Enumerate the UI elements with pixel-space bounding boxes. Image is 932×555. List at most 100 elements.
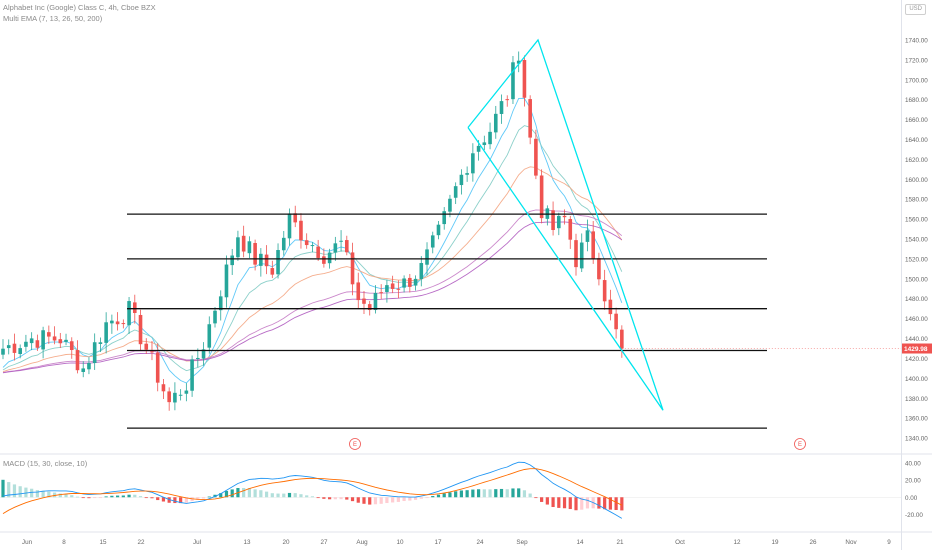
macd-line	[2, 461, 623, 519]
candle-body	[29, 338, 34, 344]
candle-body	[270, 268, 275, 275]
macd-histogram-bar	[24, 487, 28, 498]
macd-histogram-bar	[30, 488, 34, 498]
macd-histogram-bar	[41, 490, 45, 498]
macd-histogram-bar	[156, 497, 160, 501]
time-axis-label: 15	[99, 539, 107, 546]
candle-body	[339, 240, 343, 242]
candle-body	[190, 359, 194, 391]
ema-line	[2, 166, 623, 373]
macd-histogram-bar	[436, 494, 441, 498]
macd-histogram-bar	[545, 497, 549, 505]
candle-body	[476, 145, 481, 152]
macd-histogram-bar	[454, 491, 458, 498]
candle-body	[602, 280, 607, 302]
candle-body	[213, 310, 217, 324]
candle-body	[471, 153, 475, 174]
macd-histogram-bar	[608, 497, 612, 510]
ema-line	[2, 97, 623, 384]
candle-body	[161, 384, 166, 392]
macd-histogram-bar	[70, 495, 74, 498]
candle-body	[585, 230, 590, 242]
time-axis-label: 21	[616, 539, 624, 546]
price-axis-label: 1480.00	[905, 296, 928, 303]
macd-histogram-bar	[293, 493, 297, 498]
candle-body	[574, 240, 578, 268]
candle-body	[236, 237, 240, 258]
macd-histogram-bar	[52, 492, 57, 498]
macd-histogram-bar	[499, 488, 504, 498]
candle-body	[448, 198, 452, 212]
time-axis-label: 14	[576, 539, 584, 546]
macd-histogram-bar	[534, 497, 538, 499]
candle-body	[608, 299, 613, 315]
candle-body	[224, 264, 229, 298]
macd-histogram-bar	[517, 488, 521, 498]
macd-histogram-bar	[505, 489, 509, 498]
macd-histogram-bar	[58, 493, 62, 498]
price-axis-label: 1340.00	[905, 436, 928, 443]
candle-body	[539, 175, 544, 219]
candle-body	[75, 350, 80, 371]
macd-histogram-bar	[81, 497, 85, 499]
macd-histogram-bar	[259, 490, 263, 498]
candle-body	[379, 292, 383, 294]
indicator-legend: Multi EMA (7, 13, 26, 50, 200)	[3, 14, 103, 23]
candle-body	[562, 215, 567, 218]
macd-histogram-bar	[614, 497, 618, 510]
candle-body	[522, 59, 527, 98]
macd-histogram-bar	[196, 497, 200, 500]
candle-body	[442, 211, 447, 225]
macd-histogram-bar	[408, 497, 412, 501]
price-axis-label: 1400.00	[905, 376, 928, 383]
candle-body	[419, 263, 424, 280]
time-axis-label: 13	[243, 539, 251, 546]
candle-body	[396, 288, 401, 290]
macd-histogram-bar	[465, 490, 469, 498]
candle-body	[196, 357, 200, 359]
macd-histogram-bar	[494, 489, 498, 498]
candle-body	[92, 342, 97, 364]
macd-histogram-bar	[305, 495, 309, 498]
candle-body	[499, 101, 504, 114]
candle-body	[264, 254, 269, 267]
macd-histogram-bar	[580, 497, 584, 510]
price-axis-label: 1560.00	[905, 217, 928, 224]
price-axis-label: 1380.00	[905, 396, 928, 403]
time-axis-label: Jul	[193, 539, 201, 546]
candle-body	[132, 302, 137, 313]
candle-body	[304, 240, 309, 246]
time-axis-label: 26	[809, 539, 817, 546]
macd-histogram-bar	[522, 490, 527, 498]
macd-histogram-bar	[104, 496, 108, 498]
candle-body	[436, 224, 441, 236]
candle-body	[253, 243, 257, 265]
time-axis-label: 19	[771, 539, 779, 546]
macd-histogram-bar	[528, 493, 532, 498]
candle-body	[276, 250, 280, 275]
ema-line	[2, 221, 623, 374]
candle-body	[482, 142, 487, 146]
price-axis-label: 1540.00	[905, 237, 928, 244]
candle-body	[430, 235, 435, 248]
symbol-title: Alphabet Inc (Google) Class C, 4h, Cboe …	[3, 3, 156, 12]
currency-badge[interactable]: USD	[905, 4, 926, 15]
candle-body	[310, 245, 315, 247]
candle-body	[230, 255, 234, 266]
candle-body	[327, 252, 332, 264]
macd-histogram-bar	[362, 497, 366, 504]
candle-body	[551, 210, 555, 231]
time-axis-label: 27	[320, 539, 328, 546]
candle-body	[259, 253, 263, 266]
macd-histogram-bar	[207, 496, 211, 498]
candle-body	[12, 343, 17, 353]
macd-histogram-bar	[345, 497, 349, 500]
time-axis-label: 10	[396, 539, 404, 546]
macd-histogram-bar	[620, 497, 624, 511]
time-axis-label: 24	[476, 539, 484, 546]
candle-body	[24, 341, 28, 347]
macd-histogram-bar	[219, 493, 223, 498]
macd-histogram-bar	[264, 491, 269, 498]
